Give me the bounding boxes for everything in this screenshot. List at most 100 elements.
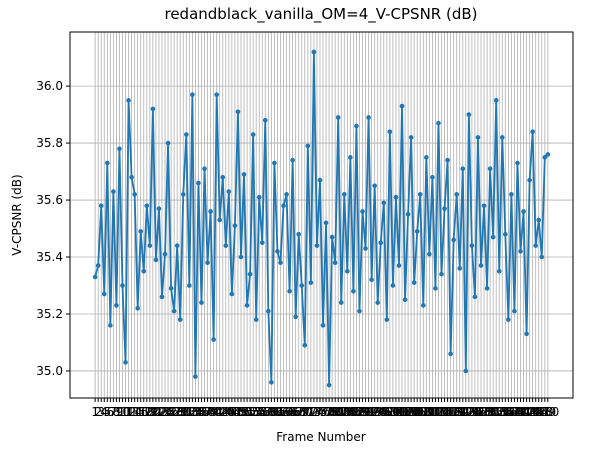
point [454, 192, 460, 197]
point [138, 229, 144, 234]
point [341, 192, 347, 197]
x-tick-label: 21 [148, 405, 163, 419]
point [384, 317, 390, 322]
point [521, 209, 526, 214]
x-tick-label: 127 [467, 405, 490, 419]
point [481, 203, 487, 209]
point [515, 160, 520, 166]
x-tick-label: 70 [297, 405, 312, 419]
x-tick-label: 129 [473, 405, 496, 419]
chart-title: redandblack_vanilla_OM=4_V-CPSNR (dB) [164, 5, 477, 24]
point [202, 166, 207, 172]
x-tick-label: 143 [515, 405, 538, 419]
point [308, 280, 314, 285]
x-tick-label: 11 [118, 405, 133, 419]
point [141, 268, 147, 274]
x-tick-label: 48 [230, 405, 245, 419]
point [284, 192, 289, 197]
point [278, 260, 283, 266]
x-tick-label: 7 [110, 405, 118, 419]
point [457, 266, 463, 271]
point [414, 229, 420, 234]
x-tick-label: 44 [218, 405, 233, 419]
x-tick-label: 140 [506, 405, 529, 419]
x-tick-label: 38 [200, 405, 215, 419]
x-tick-label: 67 [288, 405, 303, 419]
x-tick-label: 61 [270, 405, 285, 419]
point [305, 143, 311, 149]
x-tick-label: 109 [412, 405, 435, 419]
x-tick-label: 88 [352, 405, 367, 419]
x-tick-label: 3 [97, 405, 105, 419]
point [205, 260, 210, 266]
point [235, 109, 241, 115]
x-tick-label: 78 [321, 405, 336, 419]
x-tick-label: 32 [182, 405, 197, 419]
x-tick-label: 94 [370, 405, 385, 419]
x-tick-label: 134 [488, 405, 511, 419]
point [190, 92, 195, 97]
point [232, 223, 238, 228]
x-tick-label: 95 [373, 405, 388, 419]
point [363, 246, 368, 251]
x-axis-label: Frame Number [276, 430, 365, 444]
x-tick-label: 50 [236, 405, 251, 419]
x-tick-label: 1 [91, 405, 99, 419]
x-tick-label: 43 [215, 405, 230, 419]
x-tick-label: 30 [176, 405, 191, 419]
x-tick-label: 144 [518, 405, 541, 419]
x-tick-label: 84 [340, 405, 355, 419]
x-tick-label: 54 [249, 405, 264, 419]
x-tick-label: 42 [212, 405, 227, 419]
point [472, 294, 478, 300]
x-tick-label: 142 [512, 405, 535, 419]
point [493, 98, 499, 103]
point [533, 243, 538, 248]
x-tick-label: 81 [331, 405, 346, 419]
point [499, 135, 505, 140]
point [223, 243, 229, 248]
x-tick-label: 14 [127, 405, 142, 419]
point [101, 291, 107, 297]
point [165, 140, 171, 146]
point [375, 300, 381, 305]
point [466, 112, 472, 117]
point [490, 234, 496, 240]
point [451, 237, 456, 243]
x-tick-label: 121 [448, 405, 471, 419]
x-tick-label: 25 [160, 405, 175, 419]
point [229, 291, 235, 297]
x-tick-label: 55 [252, 405, 267, 419]
point [196, 180, 201, 186]
x-tick-label: 41 [209, 405, 224, 419]
x-tick-label: 59 [264, 405, 279, 419]
point [162, 251, 168, 257]
point [171, 308, 177, 314]
point [114, 303, 119, 308]
point [253, 317, 259, 322]
x-tick-label: 136 [494, 405, 517, 419]
x-tick-label: 5 [103, 405, 111, 419]
point [320, 323, 326, 328]
x-tick-label: 9 [116, 405, 124, 419]
point [226, 189, 232, 194]
x-tick-label: 113 [424, 405, 447, 419]
point [111, 189, 116, 194]
x-tick-label: 126 [463, 405, 486, 419]
point [487, 166, 493, 172]
x-tick-label: 63 [276, 405, 291, 419]
y-axis-label: V-CPSNR (dB) [10, 174, 24, 255]
point [402, 297, 408, 303]
point [427, 251, 432, 257]
point [536, 217, 542, 223]
x-tick-label: 39 [203, 405, 218, 419]
point [159, 294, 165, 300]
point [266, 308, 271, 314]
point [405, 211, 411, 217]
x-tick-label: 114 [427, 405, 450, 419]
point [469, 243, 475, 248]
point [296, 231, 302, 237]
point [105, 160, 110, 166]
x-tick-label: 130 [476, 405, 499, 419]
x-tick-label: 112 [421, 405, 444, 419]
